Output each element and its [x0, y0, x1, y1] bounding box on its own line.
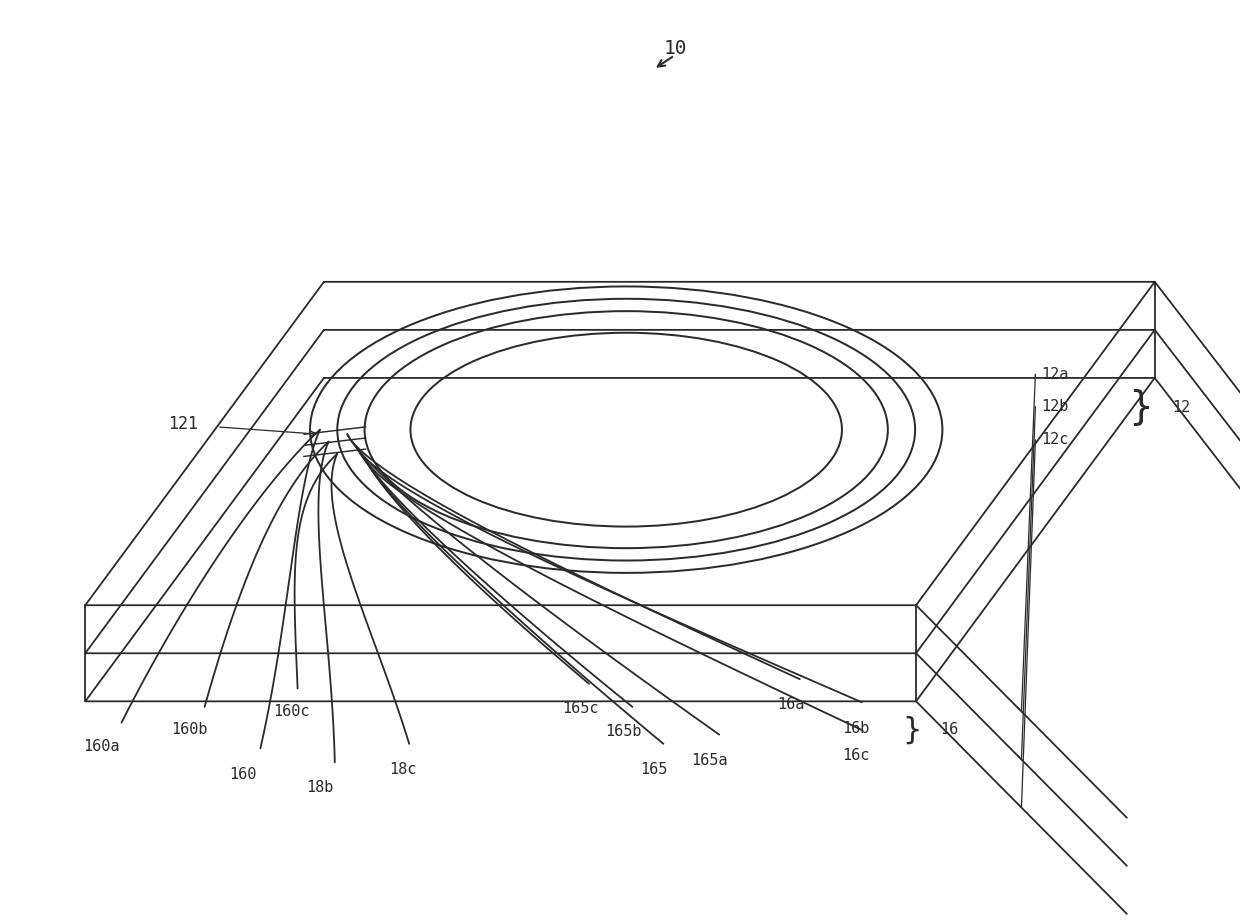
Text: 18b: 18b — [306, 780, 334, 795]
Text: 12: 12 — [1172, 399, 1190, 415]
Text: 121: 121 — [169, 415, 198, 433]
Text: }: } — [903, 715, 923, 745]
Text: }: } — [1128, 388, 1153, 426]
Text: 165c: 165c — [562, 701, 599, 716]
Text: 18c: 18c — [389, 762, 417, 777]
Text: 16a: 16a — [777, 697, 805, 711]
Text: 165: 165 — [640, 762, 667, 777]
Text: 12c: 12c — [1042, 432, 1069, 447]
Text: 16: 16 — [940, 723, 959, 737]
Text: 16b: 16b — [842, 721, 869, 736]
Text: 12a: 12a — [1042, 367, 1069, 382]
Text: 160a: 160a — [83, 739, 120, 754]
Text: 10: 10 — [665, 40, 687, 58]
Text: 16c: 16c — [842, 748, 869, 763]
Text: 160c: 160c — [273, 704, 310, 719]
Text: 12b: 12b — [1042, 399, 1069, 414]
Text: 165a: 165a — [691, 753, 728, 768]
Text: 165b: 165b — [605, 724, 642, 739]
Text: 160: 160 — [229, 767, 257, 782]
Text: 160b: 160b — [171, 723, 208, 737]
